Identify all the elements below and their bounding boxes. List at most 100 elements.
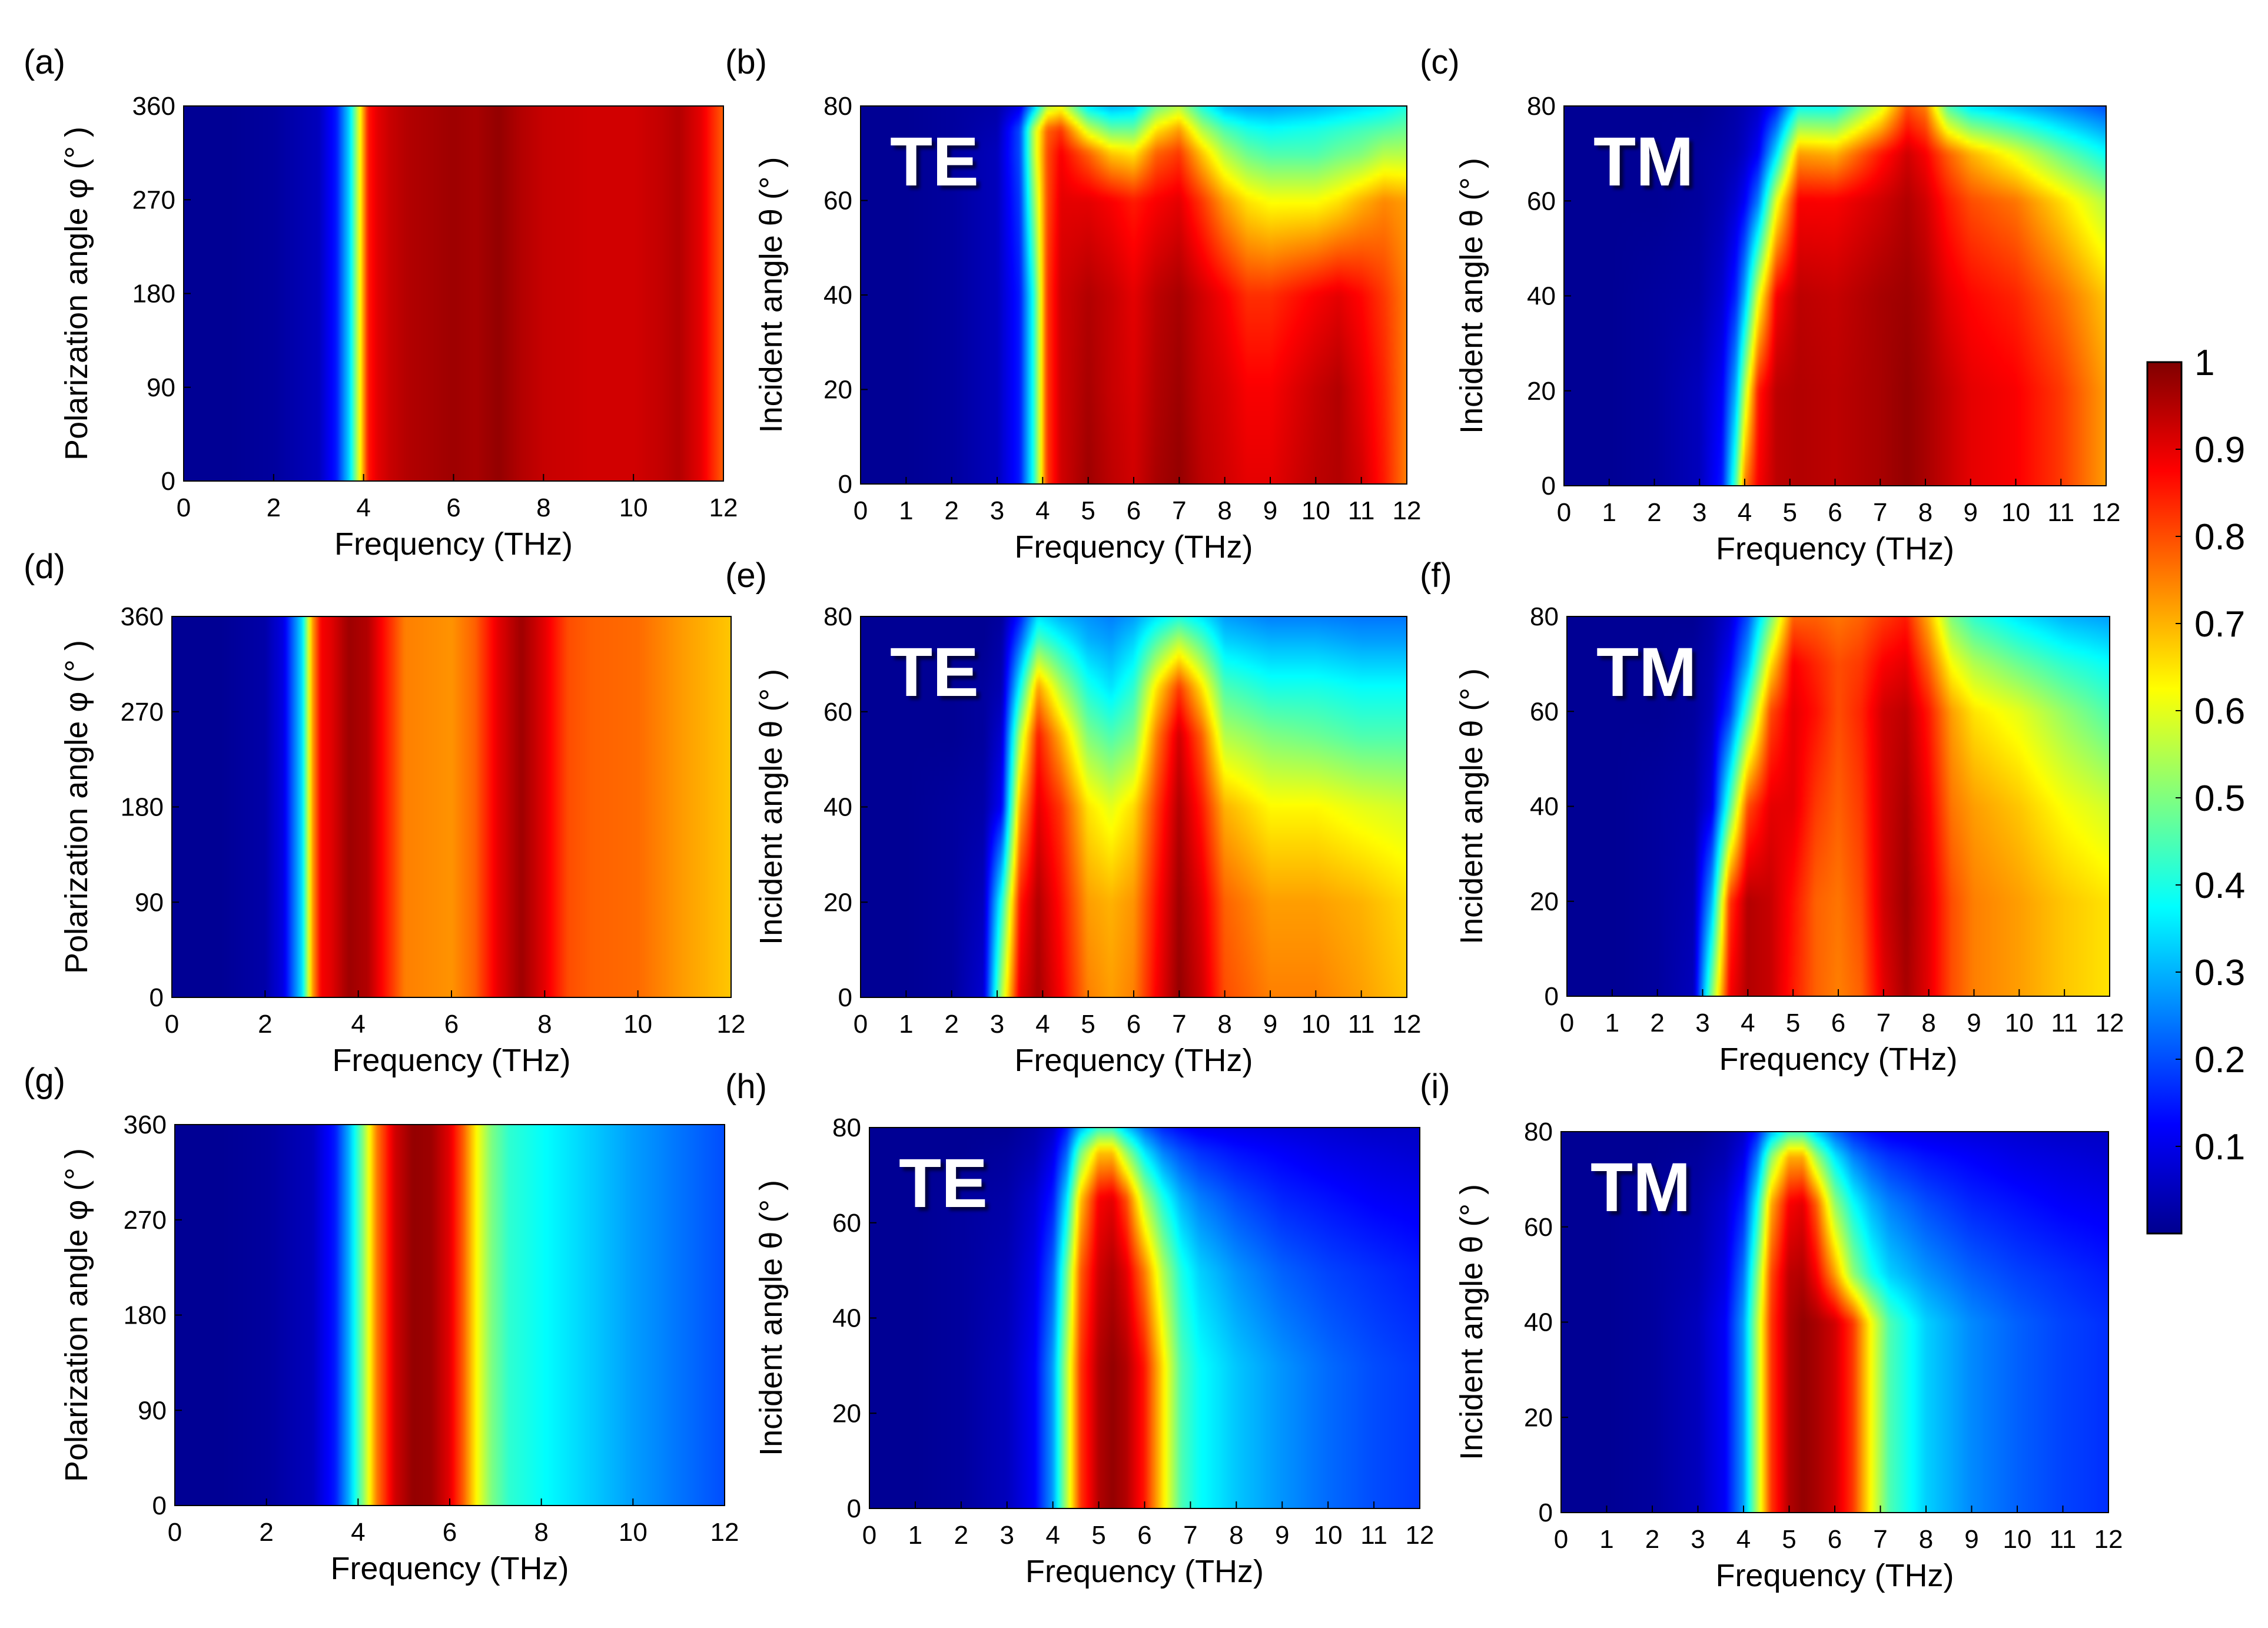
y-tick-label: 90	[138, 1396, 167, 1425]
y-tick-label: 180	[132, 280, 175, 309]
x-tick-label: 2	[1650, 1009, 1664, 1037]
x-tick-label: 2	[259, 1518, 273, 1547]
panel-a: (a) 0 2 4 6 8 10 12 0 90 180 270 360 Frequency (THz) P…	[24, 43, 738, 562]
x-tick-label: 10	[1301, 496, 1330, 525]
x-axis-label: Frequency (THz)	[1014, 529, 1253, 565]
x-axis-label: Frequency (THz)	[1014, 1043, 1253, 1078]
x-tick-label: 2	[1647, 498, 1661, 527]
x-tick-label: 8	[1919, 1525, 1933, 1554]
y-tick-label: 40	[832, 1304, 861, 1333]
colorbar-tick-label: 1	[2194, 343, 2214, 383]
y-tick-label: 80	[823, 92, 852, 121]
x-axis-label: Frequency (THz)	[1715, 1558, 1954, 1593]
y-tick-label: 60	[1527, 187, 1556, 215]
x-tick-label: 4	[356, 493, 370, 522]
heatmap-d	[172, 616, 731, 997]
x-axis-label: Frequency (THz)	[330, 1551, 569, 1586]
y-axis-label: Incident angle θ (° )	[753, 157, 789, 433]
x-tick-label: 9	[1967, 1009, 1981, 1037]
x-tick-label: 11	[1348, 1010, 1375, 1039]
x-tick-label: 8	[536, 493, 550, 522]
x-tick-label: 10	[2001, 498, 2030, 527]
x-axis-label: Frequency (THz)	[332, 1043, 570, 1078]
x-tick-label: 6	[1137, 1521, 1151, 1550]
x-tick-label: 2	[267, 493, 281, 522]
x-tick-label: 6	[1828, 1525, 1842, 1554]
y-tick-label: 80	[823, 602, 852, 631]
y-tick-label: 90	[147, 373, 175, 402]
x-tick-label: 10	[623, 1010, 652, 1039]
x-tick-label: 7	[1183, 1521, 1197, 1550]
x-tick-label: 6	[1828, 498, 1842, 527]
heatmap-h	[869, 1128, 1420, 1508]
colorbar-tick-label: 0.5	[2194, 778, 2245, 819]
x-tick-label: 4	[1741, 1009, 1755, 1037]
x-tick-label: 12	[2094, 1525, 2123, 1554]
panel-label-a: (a)	[24, 43, 65, 81]
mode-overlay-label: TE	[890, 634, 979, 711]
y-axis-label: Polarization angle φ (° )	[59, 1148, 94, 1482]
x-tick-label: 12	[1393, 496, 1422, 525]
panel-label-f: (f)	[1420, 556, 1452, 595]
x-tick-label: 2	[258, 1010, 272, 1039]
y-tick-label: 20	[1530, 887, 1559, 916]
y-tick-label: 80	[1530, 602, 1559, 631]
colorbar-tick-label: 0.7	[2194, 604, 2245, 645]
x-tick-label: 10	[619, 1518, 647, 1547]
x-tick-label: 8	[1217, 1010, 1231, 1039]
x-tick-label: 10	[2003, 1525, 2032, 1554]
heatmap-e	[861, 616, 1407, 997]
x-tick-label: 3	[1692, 498, 1706, 527]
y-tick-label: 0	[152, 1491, 167, 1520]
mode-overlay-label: TM	[1593, 123, 1693, 201]
x-tick-label: 6	[1831, 1009, 1845, 1037]
x-tick-label: 12	[1393, 1010, 1422, 1039]
y-tick-label: 80	[1527, 92, 1556, 121]
x-tick-label: 2	[954, 1521, 968, 1550]
x-tick-label: 5	[1786, 1009, 1800, 1037]
x-tick-label: 10	[1314, 1521, 1343, 1550]
y-tick-label: 0	[847, 1494, 861, 1523]
x-tick-label: 2	[1645, 1525, 1659, 1554]
colorbar-tick-label: 0.3	[2194, 953, 2245, 993]
x-tick-label: 7	[1873, 498, 1887, 527]
y-tick-label: 40	[1524, 1308, 1553, 1337]
y-axis-label: Incident angle θ (° )	[753, 1180, 789, 1456]
y-tick-label: 40	[823, 793, 852, 822]
y-tick-label: 0	[838, 470, 852, 499]
y-tick-label: 60	[823, 187, 852, 215]
mode-overlay-label: TE	[899, 1145, 988, 1222]
mode-overlay-label: TM	[1590, 1149, 1691, 1226]
colorbar-tick-label: 0.1	[2194, 1127, 2245, 1168]
y-tick-label: 60	[823, 698, 852, 727]
x-tick-label: 6	[444, 1010, 459, 1039]
heatmap-a	[184, 106, 723, 481]
x-axis-label: Frequency (THz)	[1719, 1042, 1957, 1077]
x-tick-label: 8	[1217, 496, 1231, 525]
x-tick-label: 10	[1301, 1010, 1330, 1039]
x-tick-label: 0	[165, 1010, 179, 1039]
y-tick-label: 270	[121, 698, 164, 727]
x-tick-label: 1	[899, 1010, 913, 1039]
panel-label-c: (c)	[1420, 43, 1460, 81]
x-tick-label: 6	[1127, 1010, 1141, 1039]
heatmap-c	[1564, 106, 2106, 486]
y-axis-label: Incident angle θ (° )	[753, 669, 789, 945]
colorbar: 1 0.9 0.8 0.7 0.6 0.5 0.4 0.3 0.2 0.1	[2146, 343, 2245, 1235]
y-tick-label: 90	[135, 888, 164, 917]
panel-label-d: (d)	[24, 548, 65, 586]
x-tick-label: 5	[1783, 498, 1797, 527]
y-tick-label: 20	[832, 1399, 861, 1428]
x-tick-label: 4	[1035, 496, 1050, 525]
x-tick-label: 0	[862, 1521, 876, 1550]
panel-label-h: (h)	[725, 1067, 767, 1106]
y-axis-label: Polarization angle φ (° )	[59, 640, 94, 974]
y-tick-label: 20	[823, 376, 852, 404]
